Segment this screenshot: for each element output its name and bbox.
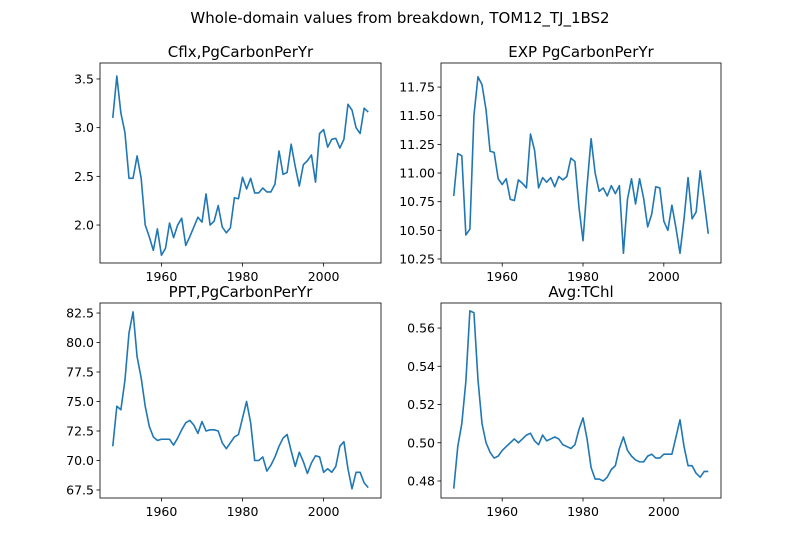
y-tick-label: 75.0 bbox=[66, 394, 94, 409]
axes-frame bbox=[99, 302, 382, 499]
y-tick-label: 2.0 bbox=[74, 218, 94, 233]
x-tick-label: 1960 bbox=[146, 269, 178, 284]
y-tick-label: 67.5 bbox=[66, 482, 94, 497]
y-tick-label: 0.48 bbox=[407, 473, 435, 488]
y-tick-label: 72.5 bbox=[66, 423, 94, 438]
data-line bbox=[111, 311, 369, 490]
x-tick-label: 2000 bbox=[308, 504, 340, 519]
y-tick-label: 3.0 bbox=[74, 120, 94, 135]
y-tick-label: 0.50 bbox=[407, 435, 435, 450]
subplot-title: EXP PgCarbonPerYr bbox=[508, 43, 654, 61]
x-tick-label: 1980 bbox=[227, 504, 259, 519]
y-tick-label: 70.0 bbox=[66, 453, 94, 468]
x-tick-label: 2000 bbox=[648, 269, 680, 284]
subplot-title: PPT,PgCarbonPerYr bbox=[169, 283, 314, 301]
axes-frame bbox=[99, 62, 382, 264]
y-tick-label: 77.5 bbox=[66, 365, 94, 380]
figure-title: Whole-domain values from breakdown, TOM1… bbox=[190, 9, 609, 28]
y-tick-label: 10.75 bbox=[399, 194, 435, 209]
y-tick-label: 3.5 bbox=[74, 71, 94, 86]
x-tick-label: 2000 bbox=[308, 269, 340, 284]
x-tick-label: 1980 bbox=[227, 269, 259, 284]
y-tick-label: 11.75 bbox=[399, 80, 435, 95]
subplot-title: Avg:TChl bbox=[548, 283, 613, 301]
axes-frame bbox=[440, 62, 722, 264]
x-tick-label: 1980 bbox=[567, 269, 599, 284]
data-line bbox=[111, 75, 369, 257]
y-tick-label: 2.5 bbox=[74, 169, 94, 184]
y-tick-label: 82.5 bbox=[66, 306, 94, 321]
y-tick-label: 10.25 bbox=[399, 251, 435, 266]
y-tick-label: 0.54 bbox=[407, 359, 435, 374]
y-tick-label: 10.50 bbox=[399, 223, 435, 238]
data-line bbox=[452, 310, 709, 489]
subplot-title: Cflx,PgCarbonPerYr bbox=[168, 43, 314, 61]
y-tick-label: 11.25 bbox=[399, 137, 435, 152]
y-tick-label: 80.0 bbox=[66, 335, 94, 350]
y-tick-label: 0.56 bbox=[407, 321, 435, 336]
x-tick-label: 1960 bbox=[486, 269, 518, 284]
x-tick-label: 1980 bbox=[567, 504, 599, 519]
y-tick-label: 11.50 bbox=[399, 108, 435, 123]
axes-frame bbox=[440, 302, 722, 499]
x-tick-label: 1960 bbox=[486, 504, 518, 519]
x-tick-label: 1960 bbox=[146, 504, 178, 519]
x-tick-label: 2000 bbox=[648, 504, 680, 519]
data-line bbox=[452, 75, 710, 255]
y-tick-label: 11.00 bbox=[399, 166, 435, 181]
y-tick-label: 0.52 bbox=[407, 397, 435, 412]
